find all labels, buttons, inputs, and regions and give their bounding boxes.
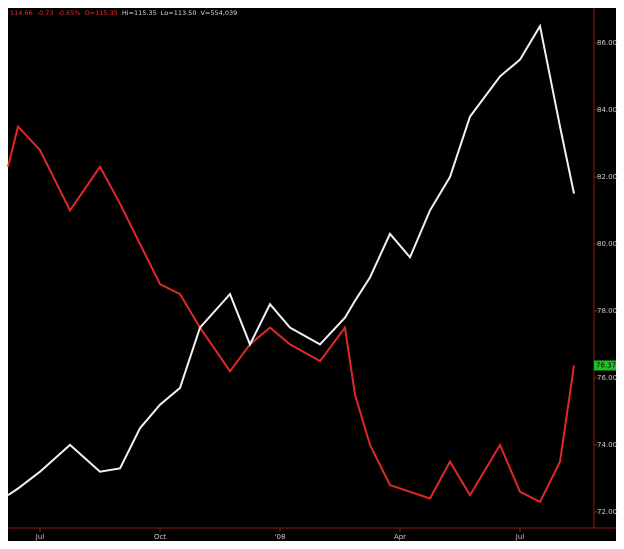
- header-item: V=554,039: [200, 9, 237, 17]
- x-tick-label: Jul: [515, 533, 525, 541]
- price-line: [7, 124, 575, 504]
- header-item: Lo=113.50: [161, 9, 197, 17]
- header-item: O=115.35: [85, 9, 118, 17]
- x-tick-label: Oct: [154, 533, 166, 541]
- price-line: [7, 23, 575, 497]
- header-item: -0.65%: [58, 9, 81, 17]
- y-tick-label: 84.00: [597, 106, 617, 114]
- y-tick-label: 76.00: [597, 374, 617, 382]
- y-tick-label: 80.00: [597, 240, 617, 248]
- y-tick-label: 82.00: [597, 173, 617, 181]
- x-tick-label: '08: [275, 533, 286, 541]
- last-value-box: [594, 360, 616, 371]
- x-tick-label: Jul: [35, 533, 45, 541]
- last-value-label: 76.37: [596, 362, 616, 370]
- y-tick-label: 78.00: [597, 307, 617, 315]
- y-tick-label: 72.00: [597, 508, 617, 516]
- plot-background: [8, 8, 616, 541]
- y-tick-label: 86.00: [597, 39, 617, 47]
- x-tick-label: Apr: [394, 533, 406, 541]
- header-item: Hi=115.35: [122, 9, 157, 17]
- y-tick-label: 74.00: [597, 441, 617, 449]
- header-item: 114.66: [10, 9, 33, 17]
- header-item: -0.73: [37, 9, 54, 17]
